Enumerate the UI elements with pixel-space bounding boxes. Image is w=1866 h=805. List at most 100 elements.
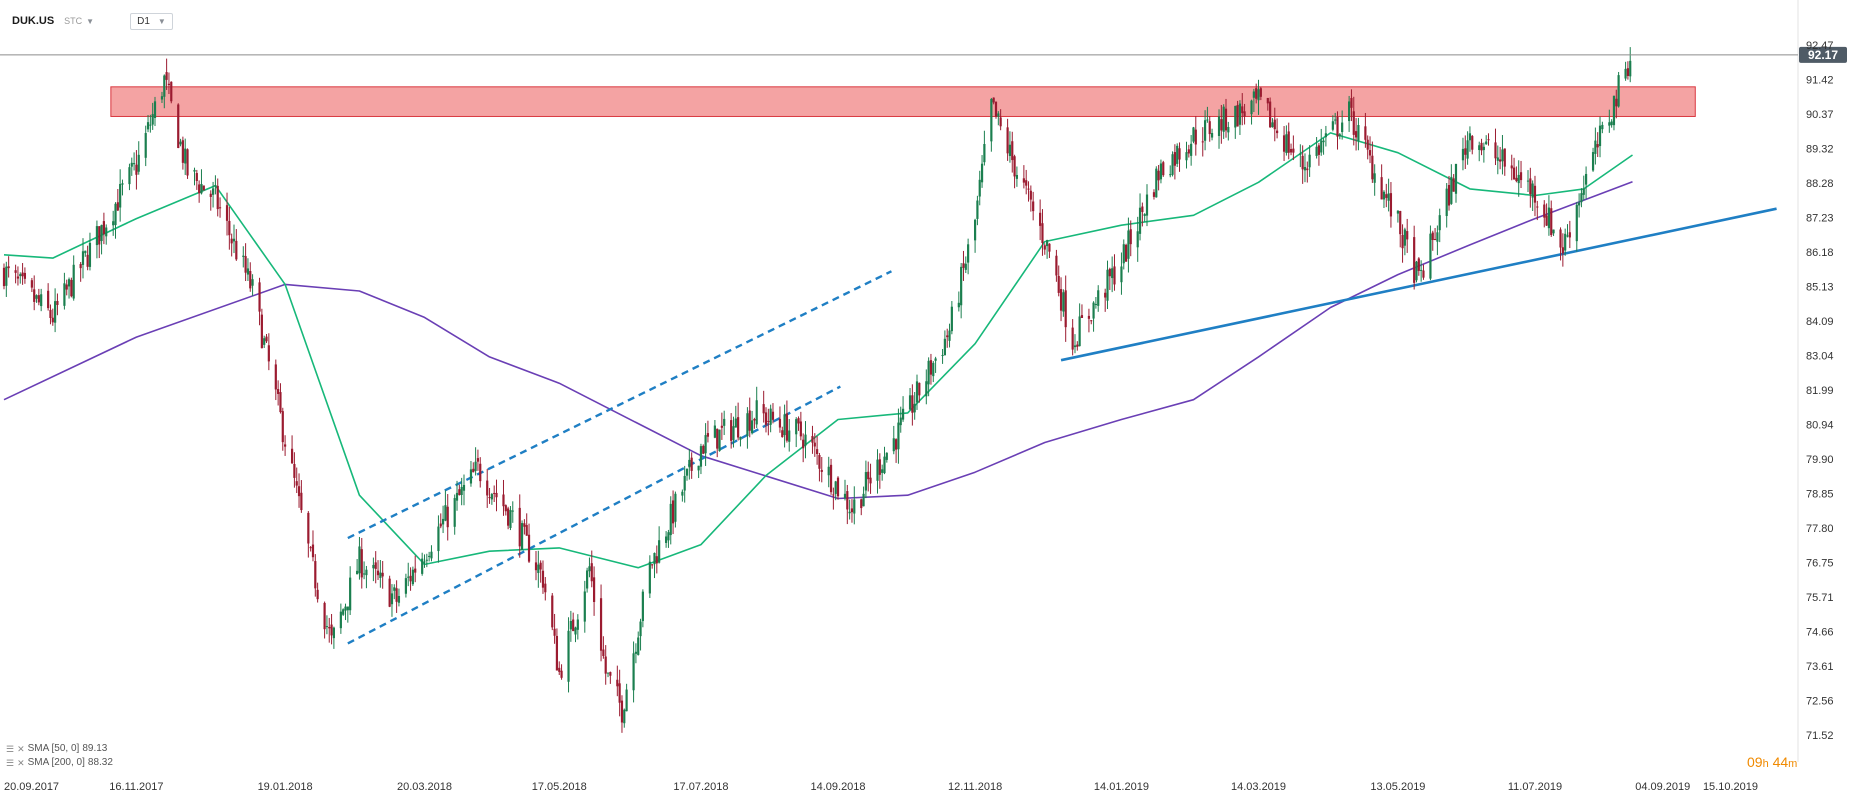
channel-upper-line[interactable] xyxy=(347,270,892,540)
candle xyxy=(973,218,977,253)
candle xyxy=(816,436,819,465)
candle xyxy=(720,412,723,440)
candle xyxy=(1368,136,1372,164)
candle xyxy=(802,433,805,463)
candle xyxy=(453,494,456,535)
y-tick-label: 90.37 xyxy=(1806,109,1834,121)
candle xyxy=(1292,135,1295,161)
symbol-label[interactable]: DUK.US xyxy=(12,15,55,27)
candle xyxy=(311,530,315,562)
candle xyxy=(267,333,270,371)
candle xyxy=(230,233,233,257)
candle xyxy=(67,277,71,299)
candle xyxy=(1438,208,1441,243)
resistance-zone[interactable] xyxy=(110,86,1696,117)
candle xyxy=(263,335,266,349)
candle xyxy=(65,279,68,296)
candle xyxy=(781,426,784,438)
candle xyxy=(932,361,935,383)
candle xyxy=(1598,116,1602,158)
candle xyxy=(476,449,480,471)
candle xyxy=(1266,97,1269,111)
candle xyxy=(425,553,428,568)
candle xyxy=(260,308,263,349)
candle xyxy=(105,224,108,245)
candle xyxy=(437,515,440,563)
timeframe-select[interactable]: D1 ▼ xyxy=(130,12,173,30)
support-trendline[interactable] xyxy=(1060,207,1777,362)
candle xyxy=(1413,225,1416,290)
candle xyxy=(1615,89,1618,119)
candle xyxy=(523,519,526,535)
candle xyxy=(713,420,716,439)
candle xyxy=(1496,145,1499,175)
candle xyxy=(1366,135,1369,160)
candle xyxy=(1503,148,1506,176)
candle xyxy=(160,91,164,104)
candle xyxy=(648,555,651,599)
indicator-legend: ☰ ✕ SMA [50, 0] 89.13 ☰ ✕ SMA [200, 0] 8… xyxy=(6,742,113,770)
candle xyxy=(1076,341,1079,351)
close-icon[interactable]: ✕ xyxy=(17,744,25,754)
candle xyxy=(876,449,879,494)
menu-icon[interactable]: ☰ xyxy=(6,744,15,754)
legend-sma200-value: 88.32 xyxy=(87,757,113,768)
candle xyxy=(1255,83,1258,104)
candle xyxy=(1568,220,1571,249)
candle xyxy=(1464,135,1467,170)
x-tick-label: 20.03.2018 xyxy=(397,781,452,793)
candle xyxy=(634,643,638,664)
menu-icon[interactable]: ☰ xyxy=(6,758,15,768)
candle xyxy=(1559,227,1562,261)
candle xyxy=(730,413,733,449)
candle xyxy=(446,494,449,541)
candle xyxy=(785,400,789,443)
timer-minutes: 44 xyxy=(1772,754,1789,770)
candle xyxy=(1203,110,1207,151)
candle xyxy=(658,526,661,564)
candle xyxy=(362,561,366,580)
candle xyxy=(344,603,347,621)
x-tick-label: 17.05.2018 xyxy=(532,781,587,793)
candle xyxy=(23,267,27,284)
candle xyxy=(978,170,981,206)
x-tick-label: 17.07.2018 xyxy=(673,781,728,793)
candle xyxy=(1624,61,1627,81)
candle xyxy=(862,486,865,507)
candle xyxy=(537,550,540,588)
candle xyxy=(376,560,380,580)
candle xyxy=(1617,71,1620,108)
channel-lower-line[interactable] xyxy=(347,385,841,645)
candle xyxy=(490,492,493,505)
candle xyxy=(892,425,895,455)
candle xyxy=(1011,131,1014,173)
candle xyxy=(950,301,953,335)
candle xyxy=(332,626,335,649)
candle xyxy=(762,390,765,423)
candle xyxy=(1155,166,1158,198)
feed-selector[interactable]: STC ▼ xyxy=(64,16,94,26)
candle xyxy=(179,138,182,147)
candle xyxy=(502,479,505,516)
candle xyxy=(1271,118,1274,128)
candle xyxy=(1371,141,1374,183)
candle xyxy=(616,665,619,697)
candle xyxy=(846,484,849,525)
candle xyxy=(1259,86,1262,101)
candle xyxy=(1380,164,1383,200)
x-tick-label: 13.05.2019 xyxy=(1370,781,1425,793)
candle xyxy=(509,506,512,531)
candle xyxy=(1289,143,1293,156)
candle xyxy=(423,554,426,568)
candle xyxy=(771,403,775,424)
candle xyxy=(1596,132,1599,157)
candle xyxy=(1157,164,1160,191)
current-price-label: 92.17 xyxy=(1808,48,1838,62)
candle xyxy=(277,380,280,406)
candle xyxy=(1547,195,1551,236)
candle xyxy=(1494,128,1497,166)
close-icon[interactable]: ✕ xyxy=(17,758,25,768)
timer-hours: 09 xyxy=(1747,754,1763,770)
candle xyxy=(885,452,888,463)
